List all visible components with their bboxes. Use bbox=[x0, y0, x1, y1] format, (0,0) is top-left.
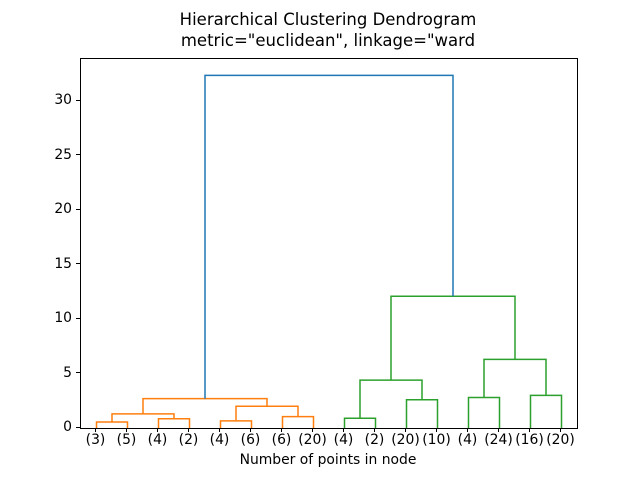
x-tick-label: (2) bbox=[178, 432, 199, 448]
y-tick-label: 0 bbox=[63, 419, 72, 435]
x-tick-mark bbox=[250, 428, 251, 432]
x-tick-label: (4) bbox=[147, 432, 168, 448]
x-tick-mark bbox=[95, 428, 96, 432]
y-tick-label: 20 bbox=[54, 201, 72, 218]
dendrogram-link bbox=[467, 396, 501, 428]
dendrogram-link bbox=[95, 421, 129, 428]
x-tick-mark bbox=[436, 428, 437, 432]
dendrogram-link bbox=[142, 397, 268, 414]
x-tick-mark bbox=[343, 428, 344, 432]
dendrogram-link bbox=[235, 405, 299, 421]
x-tick-mark bbox=[498, 428, 499, 432]
y-tick-mark bbox=[76, 99, 80, 101]
x-tick-mark bbox=[529, 428, 530, 432]
y-tick-label: 30 bbox=[54, 92, 72, 109]
y-tick-mark bbox=[76, 154, 80, 156]
dendrogram-link bbox=[281, 415, 315, 428]
x-tick-mark bbox=[467, 428, 468, 432]
y-tick-mark bbox=[76, 263, 80, 265]
dendrogram-link bbox=[204, 74, 454, 399]
dendrogram-link bbox=[157, 417, 191, 428]
x-tick-mark bbox=[126, 428, 127, 432]
x-tick-label: (6) bbox=[271, 432, 292, 448]
dendrogram-link bbox=[219, 420, 253, 428]
x-tick-mark bbox=[219, 428, 220, 432]
x-tick-mark bbox=[560, 428, 561, 432]
x-tick-mark bbox=[188, 428, 189, 432]
x-tick-mark bbox=[157, 428, 158, 432]
dendrogram-plot bbox=[95, 74, 563, 428]
dendrogram-link bbox=[483, 358, 547, 398]
x-tick-label: (4) bbox=[333, 432, 354, 448]
y-tick-mark bbox=[76, 317, 80, 319]
x-tick-label: (3) bbox=[85, 432, 106, 448]
y-tick-label: 10 bbox=[54, 310, 72, 327]
dendrogram-link bbox=[405, 398, 439, 428]
x-tick-label: (16) bbox=[515, 432, 544, 448]
x-tick-label: (4) bbox=[209, 432, 230, 448]
plot-area bbox=[80, 58, 578, 429]
x-tick-mark bbox=[281, 428, 282, 432]
dendrogram-link bbox=[529, 394, 563, 428]
chart-title-line1: Hierarchical Clustering Dendrogram bbox=[179, 10, 477, 29]
x-tick-mark bbox=[312, 428, 313, 432]
x-tick-mark bbox=[405, 428, 406, 432]
chart-title-line2: metric="euclidean", linkage="ward bbox=[180, 31, 476, 51]
x-tick-label: (20) bbox=[546, 432, 575, 448]
y-tick-label: 5 bbox=[63, 364, 72, 381]
x-tick-label: (6) bbox=[240, 432, 261, 448]
x-tick-label: (24) bbox=[484, 432, 513, 448]
dendrogram-link bbox=[343, 417, 377, 428]
x-tick-label: (20) bbox=[298, 432, 327, 448]
y-tick-mark bbox=[76, 208, 80, 210]
x-axis-label: Number of points in node bbox=[239, 452, 417, 468]
x-tick-label: (10) bbox=[422, 432, 451, 448]
chart-title: Hierarchical Clustering Dendrogram metri… bbox=[180, 9, 477, 51]
dendrogram-link bbox=[390, 295, 516, 381]
y-tick-label: 15 bbox=[54, 255, 72, 272]
x-tick-label: (20) bbox=[391, 432, 420, 448]
x-tick-label: (4) bbox=[457, 432, 478, 448]
y-tick-mark bbox=[76, 372, 80, 374]
y-tick-label: 25 bbox=[54, 146, 72, 163]
x-tick-label: (5) bbox=[116, 432, 137, 448]
dendrogram-link bbox=[111, 413, 175, 423]
x-tick-label: (2) bbox=[364, 432, 385, 448]
y-tick-mark bbox=[76, 426, 80, 428]
x-tick-mark bbox=[374, 428, 375, 432]
